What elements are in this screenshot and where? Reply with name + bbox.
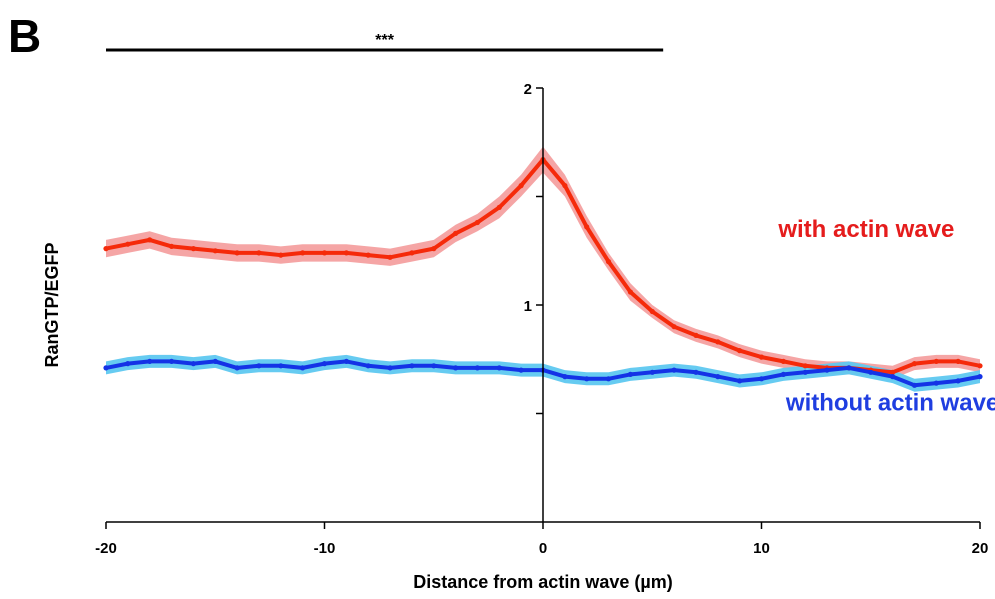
x-tick-label: -10 bbox=[314, 540, 336, 557]
data-point bbox=[321, 250, 328, 256]
data-point bbox=[256, 363, 262, 369]
y-ticks: 12 bbox=[524, 81, 543, 415]
data-point bbox=[715, 339, 721, 345]
data-point bbox=[890, 374, 896, 380]
data-point bbox=[649, 369, 655, 375]
data-point bbox=[780, 358, 787, 364]
data-point bbox=[562, 374, 568, 380]
data-point bbox=[365, 363, 371, 369]
x-axis-title: Distance from actin wave (µm) bbox=[413, 572, 672, 592]
data-point bbox=[693, 332, 699, 338]
series-annotation-0: with actin wave bbox=[777, 216, 954, 243]
x-tick-label: 10 bbox=[753, 540, 770, 557]
data-point bbox=[387, 365, 393, 371]
data-point bbox=[955, 378, 961, 384]
series-annotation-1: without actin wave bbox=[785, 390, 995, 417]
data-point bbox=[955, 358, 961, 364]
x-tick-label: 20 bbox=[972, 540, 989, 557]
y-tick-label: 1 bbox=[524, 298, 532, 315]
data-point bbox=[758, 354, 765, 360]
data-point bbox=[693, 369, 699, 375]
x-tick-label: 0 bbox=[539, 540, 547, 557]
data-point bbox=[671, 367, 677, 373]
data-point bbox=[890, 369, 896, 375]
data-point bbox=[453, 365, 459, 371]
data-point bbox=[169, 243, 175, 249]
data-point bbox=[256, 250, 262, 256]
data-point bbox=[474, 365, 480, 371]
data-point bbox=[234, 250, 240, 256]
data-point bbox=[671, 324, 677, 330]
data-point bbox=[605, 376, 612, 382]
data-point bbox=[496, 365, 502, 371]
data-point bbox=[933, 358, 939, 364]
data-point bbox=[649, 308, 655, 315]
data-point bbox=[300, 365, 306, 371]
data-point bbox=[780, 371, 787, 377]
data-point bbox=[584, 376, 590, 382]
data-point bbox=[190, 361, 196, 367]
data-point bbox=[802, 369, 808, 375]
data-point bbox=[169, 358, 175, 364]
data-point bbox=[278, 252, 284, 258]
data-point bbox=[409, 363, 415, 369]
axes: -20 -10 0 10 20 12 bbox=[95, 81, 988, 557]
data-point bbox=[715, 374, 721, 380]
data-point bbox=[518, 183, 524, 189]
data-point bbox=[562, 183, 568, 189]
data-point bbox=[933, 380, 939, 386]
data-point bbox=[103, 246, 109, 252]
data-point bbox=[343, 358, 349, 364]
significance-label: *** bbox=[375, 32, 394, 49]
data-point bbox=[387, 254, 393, 260]
data-point bbox=[802, 363, 808, 369]
data-point bbox=[103, 365, 109, 371]
data-point bbox=[737, 348, 743, 354]
data-point bbox=[212, 248, 218, 254]
data-point bbox=[605, 259, 612, 265]
data-point bbox=[846, 365, 852, 371]
data-point bbox=[431, 246, 437, 252]
data-point bbox=[868, 369, 874, 375]
data-point bbox=[300, 250, 306, 256]
data-point bbox=[627, 289, 634, 295]
series-annotations: with actin wave without actin wave bbox=[777, 216, 995, 417]
data-point bbox=[474, 219, 480, 226]
data-point bbox=[627, 371, 634, 377]
data-point bbox=[278, 363, 284, 369]
data-point bbox=[190, 246, 196, 252]
data-point bbox=[911, 361, 918, 367]
data-point bbox=[431, 363, 437, 369]
data-point bbox=[365, 252, 371, 258]
error-band-0 bbox=[106, 146, 980, 379]
data-point bbox=[758, 376, 765, 382]
data-point bbox=[518, 367, 524, 373]
data-point bbox=[147, 358, 153, 364]
data-point bbox=[147, 237, 153, 243]
significance-group: *** bbox=[106, 32, 664, 52]
data-point bbox=[453, 230, 459, 236]
data-point bbox=[977, 363, 983, 369]
x-ticks: -20 -10 0 10 20 bbox=[95, 522, 988, 557]
data-point bbox=[496, 204, 502, 210]
y-axis-title: RanGTP/EGFP bbox=[42, 242, 62, 367]
data-point bbox=[125, 241, 131, 247]
data-point bbox=[911, 382, 918, 388]
data-point bbox=[343, 250, 349, 256]
data-point bbox=[234, 365, 240, 371]
panel-label: B bbox=[8, 10, 41, 62]
data-point bbox=[737, 378, 743, 384]
data-point bbox=[409, 250, 415, 256]
data-point bbox=[977, 374, 983, 380]
data-point bbox=[824, 367, 830, 373]
data-point bbox=[212, 358, 218, 364]
data-point bbox=[584, 224, 590, 230]
data-point bbox=[321, 361, 328, 367]
data-point bbox=[125, 361, 131, 367]
x-tick-label: -20 bbox=[95, 540, 117, 557]
y-tick-label: 2 bbox=[524, 81, 532, 98]
